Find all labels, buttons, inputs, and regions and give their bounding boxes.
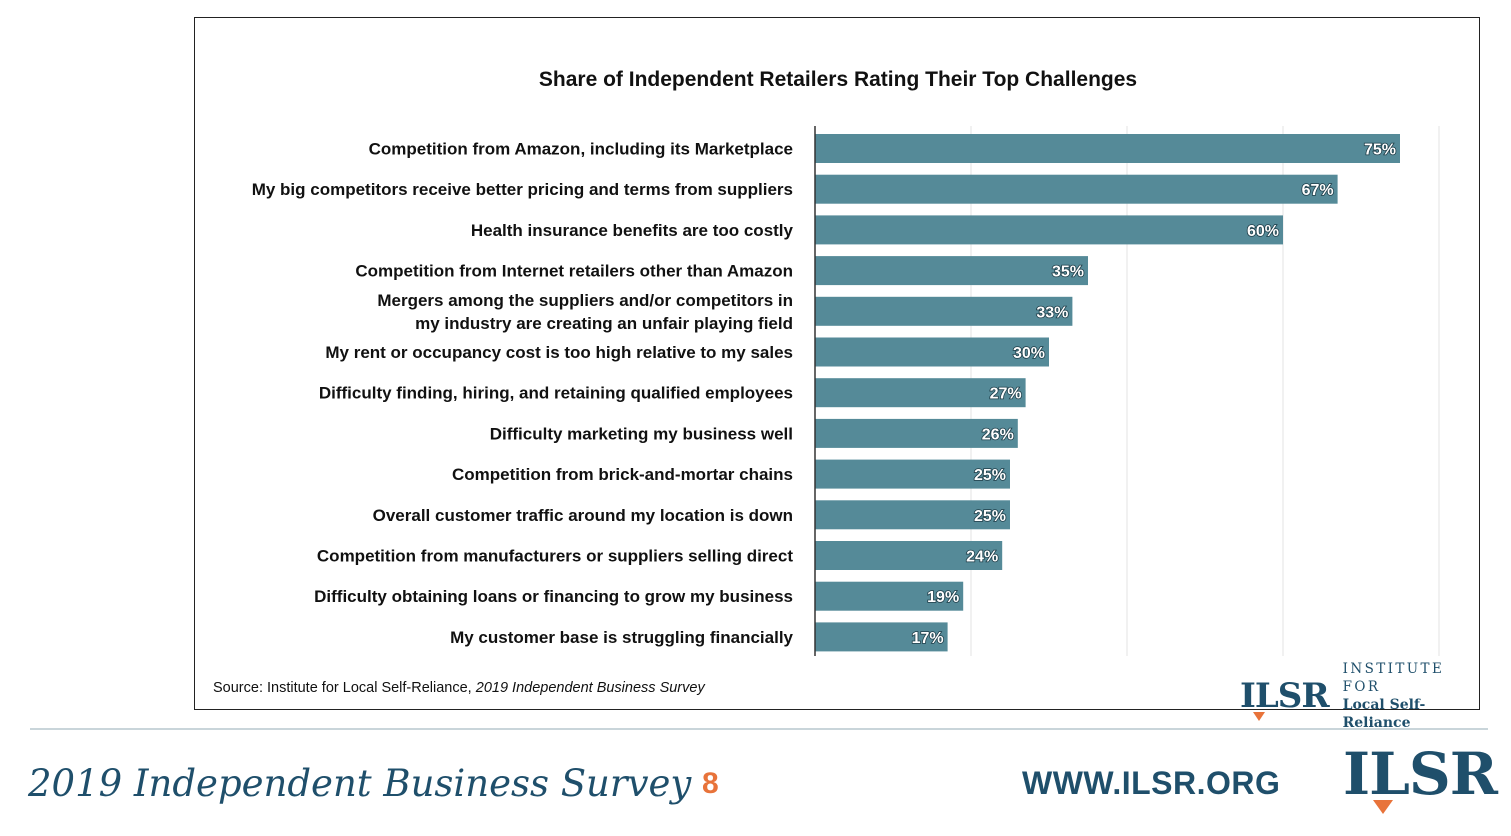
bar bbox=[815, 581, 964, 611]
bar-chart: 75% Competition from Amazon, including it… bbox=[252, 126, 1440, 656]
bar bbox=[815, 296, 1073, 326]
category-label: Difficulty finding, hiring, and retainin… bbox=[319, 384, 793, 403]
category-label: Competition from manufacturers or suppli… bbox=[317, 547, 793, 566]
chart-frame: Share of Independent Retailers Rating Th… bbox=[194, 17, 1480, 731]
category-label: My customer base is struggling financial… bbox=[450, 628, 793, 647]
website-link[interactable]: WWW.ILSR.ORG bbox=[1022, 765, 1281, 801]
data-label: 33% bbox=[1036, 304, 1068, 321]
ilsr-logo-text: INSTITUTE FOR Local Self-Reliance bbox=[1343, 660, 1479, 732]
logo-line-2: Local Self-Reliance bbox=[1342, 697, 1426, 731]
ilsr-footer-logo-mark: ILSR bbox=[1343, 740, 1498, 814]
bar bbox=[815, 500, 1010, 530]
data-label: 60% bbox=[1247, 223, 1279, 240]
page-number: 8 bbox=[702, 767, 719, 800]
ilsr-footer-logo: ILSR bbox=[1343, 740, 1498, 814]
source-title: 2019 Independent Business Survey bbox=[475, 680, 705, 696]
category-label: Difficulty marketing my business well bbox=[490, 424, 793, 443]
footer-title: 2019 Independent Business Survey bbox=[28, 762, 692, 805]
ilsr-logo: ILSR INSTITUTE FOR Local Self-Reliance bbox=[1240, 660, 1479, 732]
logo-line-1: INSTITUTE FOR bbox=[1342, 661, 1445, 695]
data-label: 25% bbox=[974, 467, 1006, 484]
triangle-icon bbox=[1373, 800, 1393, 814]
triangle-icon bbox=[1253, 712, 1265, 721]
category-label: Competition from brick-and-mortar chains bbox=[452, 465, 793, 484]
bar bbox=[815, 134, 1400, 163]
bar bbox=[815, 541, 1003, 570]
footer-divider bbox=[30, 728, 1488, 730]
category-label: Health insurance benefits are too costly bbox=[471, 221, 794, 240]
bar bbox=[815, 378, 1026, 408]
category-label: my industry are creating an unfair playi… bbox=[415, 314, 793, 333]
bar bbox=[815, 418, 1018, 448]
bar bbox=[815, 337, 1049, 367]
chart-title: Share of Independent Retailers Rating Th… bbox=[538, 68, 1138, 91]
category-label: My big competitors receive better pricin… bbox=[252, 180, 793, 199]
bar bbox=[815, 459, 1010, 489]
source-prefix: Source: Institute for Local Self-Relianc… bbox=[213, 680, 476, 696]
data-label: 17% bbox=[912, 630, 944, 647]
source-note: Source: Institute for Local Self-Relianc… bbox=[213, 680, 705, 696]
bar bbox=[815, 215, 1283, 245]
bar bbox=[815, 622, 948, 652]
data-label: 26% bbox=[982, 426, 1014, 443]
bar bbox=[815, 174, 1338, 204]
data-label: 67% bbox=[1302, 182, 1334, 199]
category-label: Difficulty obtaining loans or financing … bbox=[314, 587, 793, 606]
category-label: Mergers among the suppliers and/or compe… bbox=[377, 291, 793, 310]
bar bbox=[815, 256, 1088, 286]
data-label: 75% bbox=[1364, 142, 1396, 159]
ilsr-logo-mark: ILSR bbox=[1240, 676, 1330, 721]
data-label: 27% bbox=[990, 386, 1022, 403]
data-label: 25% bbox=[974, 508, 1006, 525]
category-label: Overall customer traffic around my locat… bbox=[373, 506, 793, 525]
category-label: My rent or occupancy cost is too high re… bbox=[325, 343, 793, 362]
category-label: Competition from Internet retailers othe… bbox=[355, 262, 793, 281]
data-label: 19% bbox=[927, 589, 959, 606]
data-label: 30% bbox=[1013, 345, 1045, 362]
data-label: 24% bbox=[966, 549, 998, 566]
category-label: Competition from Amazon, including its M… bbox=[369, 140, 793, 159]
data-label: 35% bbox=[1052, 264, 1084, 281]
